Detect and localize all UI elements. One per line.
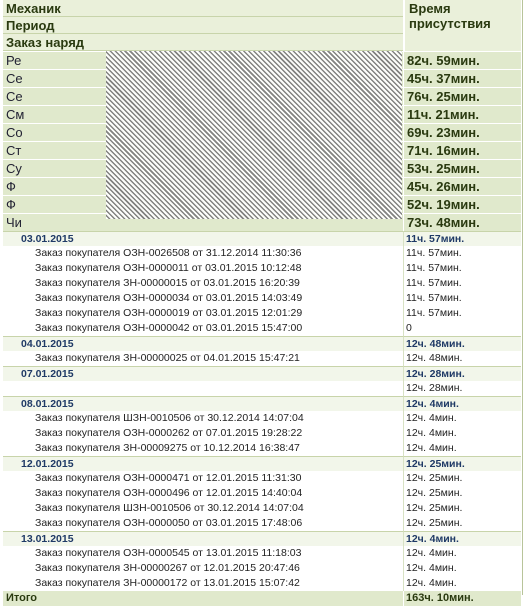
header-period: Период [3,17,403,34]
date-label: 12.01.2015 [3,456,403,471]
order-label [3,381,403,396]
date-label: 04.01.2015 [3,336,403,351]
row-time: 12ч. 28мин. [403,381,521,396]
order-row[interactable]: Заказ покупателя ОЗН-0000262 от 07.01.20… [3,426,521,441]
date-row[interactable]: 12.01.2015 12ч. 25мин. [3,456,521,471]
row-time: 12ч. 4мин. [403,426,521,441]
order-label: Заказ покупателя ОЗН-0000034 от 03.01.20… [35,292,303,304]
header-grouping: Механик Период Заказ наряд [3,0,403,51]
mechanic-time: 52ч. 19мин. [403,196,521,213]
mechanic-time: 71ч. 16мин. [403,142,521,159]
date-row[interactable]: 03.01.2015 11ч. 57мин. [3,231,521,246]
date-row[interactable]: 04.01.2015 12ч. 48мин. [3,336,521,351]
order-row[interactable]: Заказ покупателя ШЗН-0010506 от 30.12.20… [3,411,521,426]
date-row[interactable]: 08.01.2015 12ч. 4мин. [3,396,521,411]
order-label: Заказ покупателя ОЗН-0000050 от 03.01.20… [35,517,303,529]
row-time: 12ч. 25мин. [403,456,521,471]
mechanic-time: 73ч. 48мин. [403,214,521,231]
order-label: Заказ покупателя ЗН-00000015 от 03.01.20… [35,277,300,289]
order-label: Заказ покупателя ОЗН-0026508 от 31.12.20… [35,247,302,259]
row-time: 12ч. 4мин. [403,576,521,591]
order-row[interactable]: Заказ покупателя ЗН-00009275 от 10.12.20… [3,441,521,456]
order-row[interactable]: Заказ покупателя ОЗН-0000019 от 03.01.20… [3,306,521,321]
blank-row[interactable]: 12ч. 28мин. [3,381,521,396]
order-row[interactable]: Заказ покупателя ЗН-00000267 от 12.01.20… [3,561,521,576]
date-label: 13.01.2015 [3,531,403,546]
date-row[interactable]: 13.01.2015 12ч. 4мин. [3,531,521,546]
row-time: 12ч. 25мин. [403,501,521,516]
order-row[interactable]: Заказ покупателя ОЗН-0000471 от 12.01.20… [3,471,521,486]
row-time: 12ч. 4мин. [403,546,521,561]
date-label: 07.01.2015 [3,366,403,381]
row-time: 11ч. 57мин. [403,246,521,261]
order-label: Заказ покупателя ЗН-00000172 от 13.01.20… [35,577,300,589]
row-time: 12ч. 4мин. [403,531,521,546]
row-time: 11ч. 57мин. [403,231,521,246]
order-label: Заказ покупателя ОЗН-0000496 от 12.01.20… [35,487,303,499]
row-time: 12ч. 4мин. [403,441,521,456]
order-row[interactable]: Заказ покупателя ОЗН-0000011 от 03.01.20… [3,261,521,276]
order-label: Заказ покупателя ЗН-00000267 от 12.01.20… [35,562,300,574]
order-label: Заказ покупателя ОЗН-0000545 от 13.01.20… [35,547,302,559]
row-time: 11ч. 57мин. [403,276,521,291]
order-label: Заказ покупателя ШЗН-0010506 от 30.12.20… [35,412,304,424]
order-row[interactable]: Заказ покупателя ОЗН-0000496 от 12.01.20… [3,486,521,501]
header-mechanic: Механик [3,0,403,17]
row-time: 12ч. 4мин. [403,396,521,411]
header-time-presence: Время присутствия [404,0,521,51]
mechanic-time: 82ч. 59мин. [403,52,521,69]
order-label: Заказ покупателя ЗН-00009275 от 10.12.20… [35,442,300,454]
order-label: Заказ покупателя ЗН-00000025 от 04.01.20… [35,352,300,364]
order-row[interactable]: Заказ покупателя ОЗН-0000042 от 03.01.20… [3,321,521,336]
order-label: Заказ покупателя ОЗН-0000019 от 03.01.20… [35,307,303,319]
mechanic-time: 45ч. 37мин. [403,70,521,87]
mechanic-time: 53ч. 25мин. [403,160,521,177]
date-row[interactable]: 07.01.2015 12ч. 28мин. [3,366,521,381]
mechanic-time: 69ч. 23мин. [403,124,521,141]
row-time: 12ч. 25мин. [403,471,521,486]
order-row[interactable]: Заказ покупателя ЗН-00000015 от 03.01.20… [3,276,521,291]
row-time: 0 [403,321,521,336]
order-label: Заказ покупателя ОЗН-0000011 от 03.01.20… [35,262,302,274]
row-time: 12ч. 28мин. [403,366,521,381]
order-row[interactable]: Заказ покупателя ОЗН-0000034 от 03.01.20… [3,291,521,306]
row-time: 12ч. 25мин. [403,486,521,501]
order-row[interactable]: Заказ покупателя ОЗН-0026508 от 31.12.20… [3,246,521,261]
order-label: Заказ покупателя ОЗН-0000471 от 12.01.20… [35,472,302,484]
right-border [522,0,523,595]
row-time: 12ч. 4мин. [403,561,521,576]
row-time: 12ч. 48мин. [403,351,521,366]
order-row[interactable]: Заказ покупателя ЗН-00000025 от 04.01.20… [3,351,521,366]
detail-rows: 03.01.2015 11ч. 57мин. Заказ покупателя ОЗ… [3,231,521,591]
row-time: 11ч. 57мин. [403,306,521,321]
order-row[interactable]: Заказ покупателя ОЗН-0000050 от 03.01.20… [3,516,521,531]
redaction-hatch [106,51,402,219]
order-label: Заказ покупателя ОЗН-0000042 от 03.01.20… [35,322,303,334]
order-row[interactable]: Заказ покупателя ЗН-00000172 от 13.01.20… [3,576,521,591]
order-label: Заказ покупателя ОЗН-0000262 от 07.01.20… [35,427,303,439]
date-label: 03.01.2015 [3,231,403,246]
mechanic-time: 45ч. 26мин. [403,178,521,195]
row-time: 11ч. 57мин. [403,291,521,306]
date-label: 08.01.2015 [3,396,403,411]
mechanic-time: 76ч. 25мин. [403,88,521,105]
total-time: 163ч. 10мин. [403,591,521,606]
total-row: Итого 163ч. 10мин. [3,591,521,606]
mechanic-time: 11ч. 21мин. [403,106,521,123]
row-time: 12ч. 48мин. [403,336,521,351]
row-time: 11ч. 57мин. [403,261,521,276]
row-time: 12ч. 25мин. [403,516,521,531]
order-row[interactable]: Заказ покупателя ОЗН-0000545 от 13.01.20… [3,546,521,561]
row-time: 12ч. 4мин. [403,411,521,426]
order-row[interactable]: Заказ покупателя ШЗН-0010506 от 30.12.20… [3,501,521,516]
order-label: Заказ покупателя ШЗН-0010506 от 30.12.20… [35,502,304,514]
table-header: Механик Период Заказ наряд Время присутс… [3,0,521,51]
header-order: Заказ наряд [3,34,403,51]
total-label: Итого [6,592,38,604]
